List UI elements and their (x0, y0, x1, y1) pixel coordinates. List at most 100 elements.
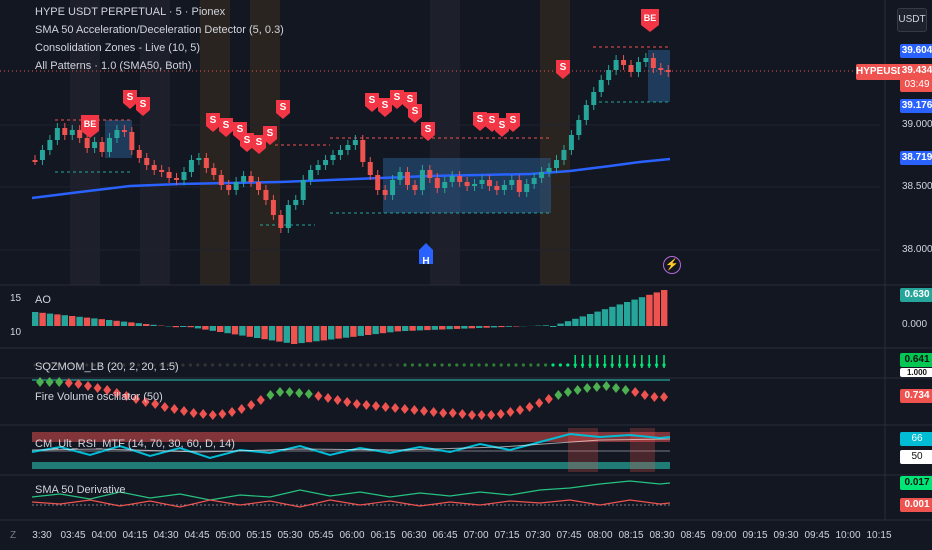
candle-body (650, 58, 656, 68)
fire-volume-diamond (228, 407, 236, 417)
sqzmom-dot (529, 363, 533, 367)
sqzmom-dot (77, 363, 81, 367)
time-axis-label: 09:00 (711, 530, 737, 541)
sqzmom-dot (262, 363, 266, 367)
fire-volume-label[interactable]: Fire Volume oscillator (50) (35, 391, 163, 403)
sqzmom-dot (100, 363, 104, 367)
candle-body (375, 175, 381, 190)
candle-body (509, 180, 515, 185)
sqzmom-series (33, 355, 666, 368)
fire-volume-diamond (141, 397, 150, 407)
ao-bar (305, 326, 313, 343)
ao-bar (268, 326, 276, 341)
candle-body (531, 178, 537, 184)
sell-signal-letter: S (280, 102, 287, 113)
sell-signal-marker[interactable]: S (390, 90, 404, 109)
ao-bar (490, 326, 498, 328)
fire-volume-diamond (103, 385, 112, 395)
sqzmom-dot (322, 363, 326, 367)
ao-bar (594, 311, 601, 326)
currency-button[interactable]: USDT (897, 8, 927, 32)
ao-bar (476, 326, 483, 328)
candle-body (516, 180, 522, 192)
sell-signal-marker[interactable]: S (408, 104, 422, 123)
ao-bar (624, 302, 631, 326)
fire-volume-diamond (592, 382, 601, 392)
sell-signal-marker[interactable]: S (378, 98, 392, 117)
ao-bar (106, 320, 113, 326)
sqzmom-dot (233, 363, 237, 367)
fire-volume-diamond (285, 387, 294, 397)
ao-bar (409, 326, 416, 331)
candle-body (77, 130, 83, 138)
ao-bar (601, 309, 609, 326)
candle-body (32, 160, 38, 162)
timezone-corner[interactable]: Z (10, 530, 17, 541)
fire-volume-diamond (132, 394, 140, 404)
time-axis-label: 08:30 (649, 530, 675, 541)
sell-signal-marker[interactable]: S (219, 118, 233, 137)
sell-signal-letter: S (407, 94, 414, 105)
sell-signal-marker[interactable]: S (123, 90, 137, 109)
candle-body (99, 142, 105, 152)
high-signal-marker[interactable]: H (419, 243, 433, 267)
rsi-label[interactable]: CM_Ult_RSI_MTF (14, 70, 30, 60, D, 14) (35, 438, 235, 450)
ao-bar (83, 317, 91, 326)
breakeven-marker[interactable]: BE (81, 115, 99, 138)
sell-signal-marker[interactable]: S (495, 118, 509, 137)
time-axis-label: 04:45 (184, 530, 210, 541)
ao-bar (276, 326, 283, 342)
symbol-title[interactable]: HYPE USDT PERPETUAL · 5 · Pionex (35, 6, 226, 18)
indicator-legend-sma-accel[interactable]: SMA 50 Acceleration/Deceleration Detecto… (35, 24, 284, 36)
sell-signal-letter: S (267, 128, 274, 139)
sma-derivative-label[interactable]: SMA 50 Derivative (35, 484, 126, 496)
high-price-tag: 39.604 (900, 44, 932, 58)
fire-volume-diamond (612, 383, 620, 393)
candle-body (308, 170, 314, 180)
sell-signal-marker[interactable]: S (506, 113, 520, 132)
sqzmom-dot (70, 363, 74, 367)
sell-signal-marker[interactable]: S (556, 60, 570, 79)
sell-signal-marker[interactable]: S (263, 126, 277, 145)
sell-signal-marker[interactable]: S (136, 97, 150, 116)
breakeven-marker[interactable]: BE (641, 9, 659, 32)
candle-body (188, 160, 194, 172)
candle-body (263, 190, 269, 200)
indicator-legend-consolidation[interactable]: Consolidation Zones - Live (10, 5) (35, 42, 201, 54)
level-lines (0, 46, 885, 226)
candle-body (583, 105, 589, 120)
candle-body (114, 130, 120, 138)
candle-body (233, 182, 239, 190)
sqzmom-dot (351, 363, 355, 367)
sell-signal-marker[interactable]: S (473, 112, 487, 131)
sell-signal-marker[interactable]: S (206, 113, 220, 132)
ao-bar (431, 326, 438, 330)
fire-volume-diamond (324, 393, 332, 403)
lightning-icon[interactable]: ⚡ (663, 256, 681, 274)
fire-volume-diamond (93, 383, 102, 393)
sell-signal-marker[interactable]: S (421, 122, 435, 141)
sell-signal-marker[interactable]: S (365, 93, 379, 112)
sell-signal-marker[interactable]: S (252, 135, 266, 154)
sell-signal-marker[interactable]: S (276, 100, 290, 119)
ao-bar (187, 326, 194, 328)
ao-bar (631, 299, 638, 326)
ao-bar (217, 326, 224, 332)
fire-volume-diamond (372, 401, 380, 411)
time-axis-label: 06:45 (432, 530, 458, 541)
sqzmom-dot (211, 363, 215, 367)
ao-bar (498, 326, 505, 328)
sqzmom-dot (55, 363, 59, 367)
sqzmom-dot (366, 363, 370, 367)
sell-signal-marker[interactable]: S (240, 133, 254, 152)
indicator-legend-patterns[interactable]: All Patterns · 1.0 (SMA50, Both) (35, 60, 192, 72)
ao-bar (564, 321, 572, 326)
sqzmom-dot (240, 363, 244, 367)
sqzmom-label[interactable]: SQZMOM_LB (20, 2, 20, 1.5) (35, 361, 179, 373)
fire-volume-diamond (74, 379, 83, 389)
ao-label[interactable]: AO (35, 294, 51, 306)
fire-volume-diamond (381, 402, 390, 412)
ao-bar (61, 315, 68, 326)
